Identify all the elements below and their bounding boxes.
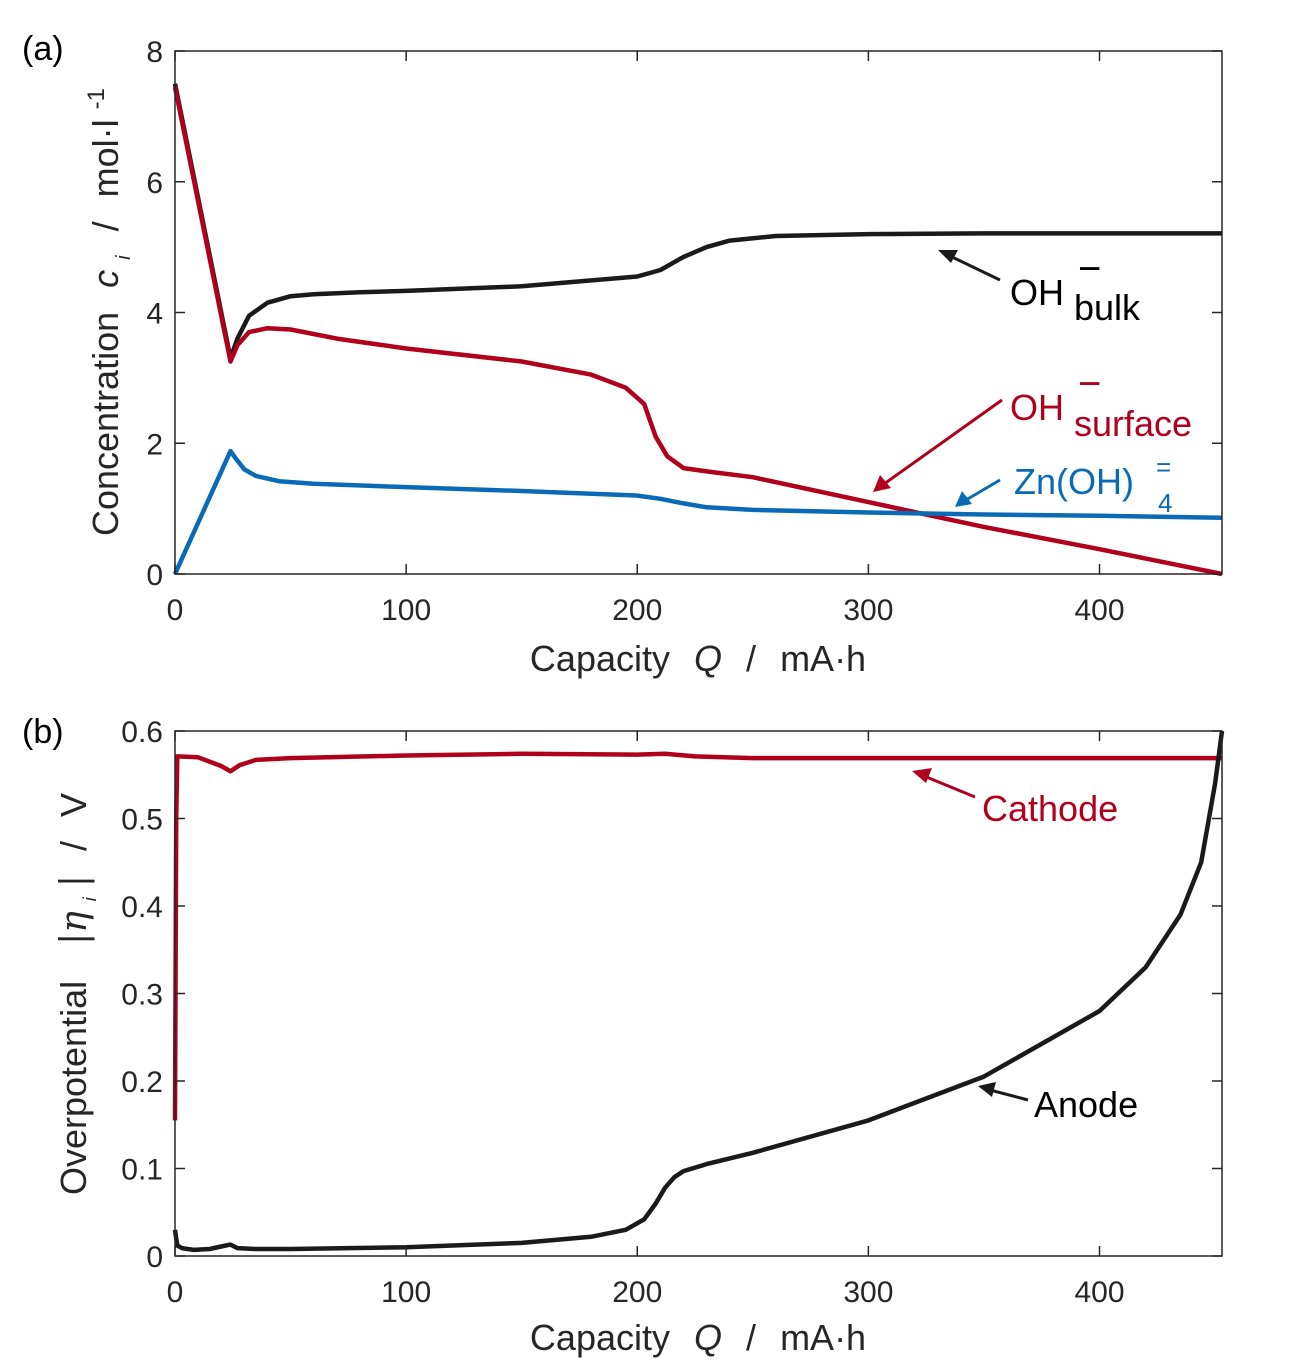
annotation-oh-surface-arrow: [883, 398, 1003, 486]
panel-b-marks: [172, 730, 1225, 1253]
annotation-oh-bulk-arrow: [949, 254, 1001, 282]
annotation-zn-oh4-arrowhead: [955, 491, 972, 507]
panel-a-y-axis-label: Concentration c i / mol·l -1: [83, 88, 138, 536]
y-tick-label: 6: [146, 167, 163, 200]
y-tick-label: 0.1: [121, 1154, 163, 1187]
x-tick-label: 100: [381, 1276, 431, 1309]
annotation-oh-surface: OH − surface: [873, 362, 1192, 492]
y-tick-label: 4: [146, 298, 163, 331]
panel-a-x-axis-label: Capacity Q / mA·h: [530, 638, 866, 679]
series-line-anode: [172, 730, 1225, 1253]
x-tick-label: 400: [1074, 1276, 1124, 1309]
annotation-anode-text: Anode: [1034, 1084, 1138, 1125]
panel-b-y-axis-label: Overpotential |η i | / V: [53, 793, 104, 1195]
x-tick-label: 200: [612, 594, 662, 627]
y-tick-label: 0: [146, 1241, 163, 1274]
panel-b: (b) 0 100 200 300 400 0 0.1 0.2 0.3 0.4 0.5 0.6 Cap…: [22, 713, 1225, 1358]
x-tick-label: 200: [612, 1276, 662, 1309]
annotation-zn-oh4: Zn(OH) = 4: [955, 443, 1181, 518]
x-tick-label: 300: [843, 594, 893, 627]
annotation-oh-surface-arrowhead: [873, 475, 891, 492]
annotation-cathode-text: Cathode: [982, 788, 1118, 829]
panel-b-label: (b): [22, 713, 64, 751]
x-tick-label: 400: [1074, 594, 1124, 627]
y-tick-label: 0.5: [121, 804, 163, 837]
annotation-oh-bulk-text: OH − bulk: [1010, 247, 1141, 328]
panel-a-ticks: 0 100 200 300 400 0 2 4 6 8: [146, 36, 1222, 627]
annotation-oh-bulk: OH − bulk: [938, 247, 1141, 328]
y-tick-label: 8: [146, 36, 163, 69]
y-tick-label: 2: [146, 428, 163, 461]
annotation-anode-arrow: [989, 1088, 1029, 1102]
annotation-anode-arrowhead: [978, 1082, 996, 1097]
x-tick-label: 300: [843, 1276, 893, 1309]
annotation-anode: Anode: [978, 1082, 1138, 1125]
annotation-oh-bulk-arrowhead: [938, 250, 958, 263]
series-line-zn-oh-4: [172, 448, 1223, 575]
annotation-zn-oh4-arrow: [965, 478, 1001, 502]
panel-a-label: (a): [22, 30, 64, 68]
x-tick-label: 100: [381, 594, 431, 627]
x-tick-label: 0: [167, 594, 184, 627]
panel-a: (a) 0 100 200 300 400 0 2 4 6 8 Capacity Q / mA·h…: [22, 30, 1223, 679]
y-tick-label: 0.3: [121, 979, 163, 1012]
annotation-cathode: Cathode: [912, 768, 1118, 829]
series-line-oh-bulk: [172, 83, 1222, 361]
annotation-oh-surface-text: OH − surface: [1010, 362, 1192, 444]
y-tick-label: 0: [146, 559, 163, 592]
y-tick-label: 0.2: [121, 1066, 163, 1099]
panel-b-ticks: 0 100 200 300 400 0 0.1 0.2 0.3 0.4 0.5 0.6: [121, 716, 1222, 1309]
annotation-zn-oh4-text: Zn(OH) = 4: [1014, 443, 1181, 518]
y-tick-label: 0.4: [121, 891, 163, 924]
series-line-oh-surface: [172, 86, 1223, 577]
y-tick-label: 0.6: [121, 716, 163, 749]
panel-a-marks: [172, 83, 1223, 577]
annotation-cathode-arrowhead: [912, 768, 932, 783]
series-line-cathode: [172, 751, 1222, 1121]
panel-b-x-axis-label: Capacity Q / mA·h: [530, 1317, 866, 1358]
x-tick-label: 0: [167, 1276, 184, 1309]
annotation-cathode-arrow: [923, 774, 976, 799]
